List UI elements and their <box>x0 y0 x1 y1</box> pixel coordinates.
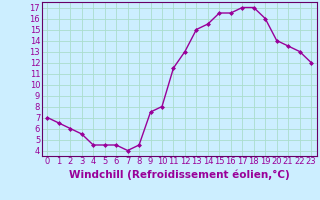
X-axis label: Windchill (Refroidissement éolien,°C): Windchill (Refroidissement éolien,°C) <box>69 169 290 180</box>
